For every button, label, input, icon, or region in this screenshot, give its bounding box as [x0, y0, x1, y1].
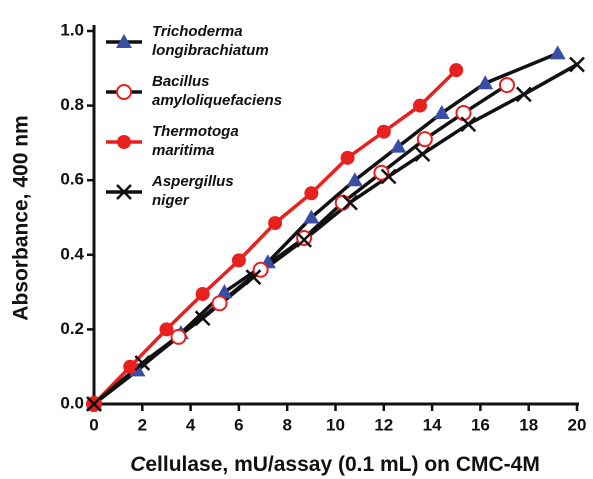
- x-tick-label: 0: [89, 415, 98, 434]
- y-tick-label: 0.0: [60, 393, 84, 412]
- x-tick-label: 6: [234, 415, 243, 434]
- y-tick-label: 0.2: [60, 319, 84, 338]
- x-tick-label: 8: [282, 415, 291, 434]
- y-tick-label: 0.6: [60, 170, 84, 189]
- marker: [569, 56, 585, 73]
- marker: [515, 86, 532, 103]
- y-tick-label: 1.0: [60, 20, 84, 39]
- marker: [296, 230, 313, 247]
- marker: [416, 131, 433, 148]
- marker: [477, 75, 494, 90]
- marker: [116, 184, 132, 200]
- x-tick-label: 18: [519, 415, 538, 434]
- legend-label: Trichoderma longibrachiatum: [152, 23, 269, 59]
- marker: [216, 284, 233, 299]
- marker: [413, 98, 428, 113]
- x-tick-label: 20: [568, 415, 587, 434]
- legend-label: Aspergillus niger: [151, 173, 238, 209]
- series-line: [92, 68, 458, 406]
- marker: [134, 355, 151, 371]
- marker: [195, 286, 210, 301]
- marker: [245, 269, 262, 286]
- marker: [414, 146, 431, 162]
- marker: [231, 253, 246, 268]
- x-axis-title: Cellulase, mU/assay (0.1 mL) on CMC-4M: [130, 453, 540, 476]
- marker: [211, 295, 228, 312]
- marker: [86, 396, 102, 412]
- marker: [376, 124, 391, 139]
- y-axis-title: Absorbance, 400 nm: [10, 115, 33, 320]
- marker: [116, 34, 132, 48]
- x-tick-label: 2: [138, 415, 147, 434]
- marker: [303, 209, 320, 224]
- x-tick-label: 10: [326, 415, 345, 434]
- x-tick-label: 14: [423, 415, 442, 434]
- marker: [549, 45, 566, 60]
- legend-label: Bacillus amyloliquefaciens: [152, 73, 282, 109]
- series-line: [92, 63, 578, 406]
- x-tick-label: 12: [374, 415, 393, 434]
- legend-label: Thermotoga maritima: [152, 123, 243, 159]
- marker: [268, 216, 283, 231]
- marker: [340, 150, 355, 165]
- marker: [304, 186, 319, 201]
- marker: [380, 168, 397, 185]
- marker: [159, 322, 174, 337]
- x-tick-label: 16: [471, 415, 490, 434]
- y-tick-label: 0.4: [60, 244, 84, 263]
- marker: [116, 84, 132, 100]
- marker: [296, 231, 312, 248]
- marker: [449, 63, 464, 78]
- marker: [194, 310, 211, 327]
- y-tick-label: 0.8: [60, 95, 84, 114]
- marker: [390, 138, 407, 153]
- marker: [460, 116, 477, 133]
- marker: [117, 135, 131, 149]
- marker: [170, 328, 187, 345]
- marker: [123, 359, 138, 374]
- x-tick-label: 4: [186, 415, 196, 434]
- marker: [498, 77, 515, 94]
- marker: [346, 172, 363, 187]
- marker: [342, 194, 358, 211]
- marker: [373, 164, 390, 181]
- marker: [334, 194, 351, 211]
- marker: [433, 105, 450, 120]
